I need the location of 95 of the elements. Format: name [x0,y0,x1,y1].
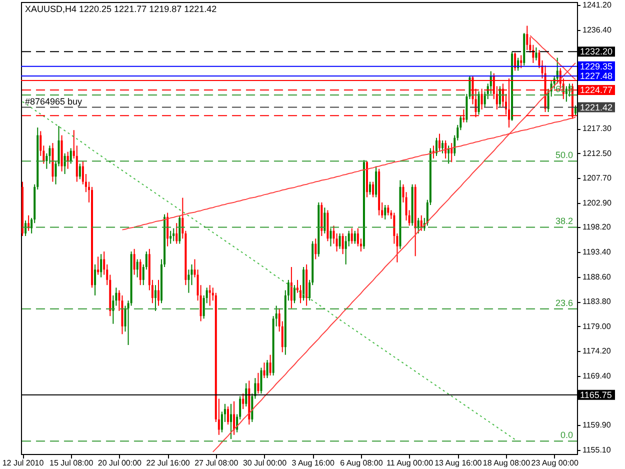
candlestick [263,362,266,379]
y-tick-label: 1193.40 [582,248,612,257]
ref-line-label: 1232.20 [580,46,613,57]
candlestick [384,204,386,220]
y-tick-label: 1202.90 [582,198,612,208]
candlestick [526,25,528,51]
y-tick-label: 1198.20 [582,222,612,232]
candlestick [170,230,172,244]
annotation: 38.2 [555,216,573,226]
candlestick [226,406,229,426]
candlestick [290,266,292,309]
candlestick [100,254,102,278]
ref-line-label: 1227.48 [580,70,613,81]
candlestick [136,258,138,278]
annotation: 50.0 [555,150,573,160]
candlestick [242,393,244,410]
candlestick [435,137,438,156]
candlestick [154,284,156,312]
x-tick-label: 20 Jul 00:00 [98,458,142,468]
candlestick [157,279,160,306]
y-tick-label: 1207.70 [582,174,612,183]
y-tick-label: 1159.90 [582,420,612,430]
candlestick [375,166,378,198]
candlestick [245,382,248,407]
x-tick-label: 22 Jul 16:00 [146,458,190,468]
candlestick [257,372,260,394]
y-tick-label: 1188.60 [582,272,612,282]
y-tick-label: 1212.50 [582,148,612,158]
x-tick-label: 13 Aug 16:00 [434,458,482,468]
candlestick [230,403,232,440]
y-tick-label: 1236.40 [582,25,612,34]
annotation: #8764965 buy [25,96,83,106]
candlestick [133,248,136,276]
candlestick [369,181,372,196]
chart-title: XAUUSD,H4 1220.25 1221.77 1219.87 1221.42 [25,4,217,14]
annotation: 61.8 [555,84,573,94]
candlestick [172,228,175,242]
candlestick [176,222,178,244]
x-tick-label: 27 Jul 08:00 [194,458,239,468]
candlestick [387,204,390,216]
candlestick [520,54,522,69]
y-tick-label: 1179.00 [582,322,612,331]
candlestick [330,228,332,247]
candlestick [417,217,420,234]
candlestick [64,152,66,175]
y-tick-label: 1217.30 [582,124,612,134]
candlestick [538,50,540,69]
candlestick [372,181,374,198]
candlestick [574,104,576,116]
y-tick-label: 1241.20 [582,0,612,10]
candlestick [233,400,236,436]
y-tick-label: 1174.20 [582,346,612,356]
candlestick [514,52,516,72]
candlestick [342,232,344,255]
candlestick [450,142,453,163]
candlestick [70,148,72,164]
annotation: 0.0 [560,430,573,440]
candlestick [208,284,211,306]
ref-line-label: 1221.42 [580,102,613,112]
x-tick-label: 23 Aug 00:00 [531,458,579,468]
candlestick [97,256,100,276]
candlestick [438,133,441,152]
annotation: 23.6 [555,298,573,308]
candlestick [78,163,81,180]
candlestick [166,212,169,247]
candlestick [269,354,272,376]
candlestick [266,359,268,379]
ref-line-label: 1165.75 [580,390,612,400]
ref-line-label: 1224.77 [580,84,613,95]
x-tick-label: 3 Aug 16:00 [292,458,335,468]
ref-line-label: 1229.35 [580,61,613,72]
x-tick-label: 11 Aug 00:00 [386,458,434,468]
candlestick [178,214,181,244]
y-tick-label: 1169.40 [582,372,612,380]
x-tick-label: 18 Aug 08:00 [482,458,531,468]
candlestick [260,367,262,394]
candlestick [354,230,356,244]
x-tick-label: 30 Jul 00:00 [242,458,288,468]
candlestick [444,140,447,160]
candlestick [535,46,538,61]
candlestick [24,220,27,237]
y-tick-label: 1155.10 [582,445,612,454]
x-tick-label: 6 Aug 08:00 [340,458,384,468]
candlestick [324,207,326,234]
x-tick-label: 15 Jul 08:00 [50,458,94,468]
candlestick [293,284,296,304]
candlestick [350,228,353,244]
candlestick [314,238,317,260]
candlestick [338,232,341,250]
candlestick [139,258,142,286]
candlestick [442,140,444,154]
y-tick-label: 1183.80 [582,297,612,306]
x-tick-label: 12 Jul 2010 [2,458,44,468]
candlestick [94,264,96,296]
candlestick [478,90,480,116]
